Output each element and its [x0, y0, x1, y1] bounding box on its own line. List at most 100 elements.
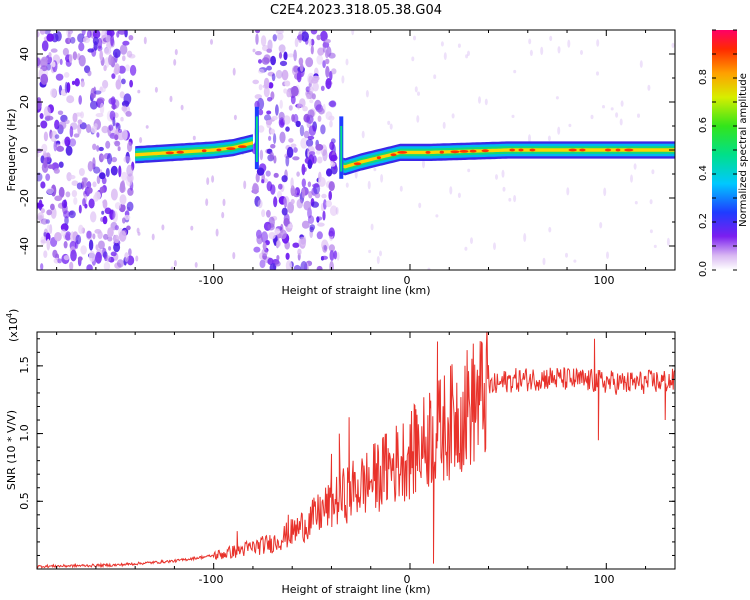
noise-speckle: [273, 133, 277, 145]
noise-speckle: [43, 131, 49, 142]
colorbar-tick-label: 0.4: [698, 165, 709, 181]
noise-speckle: [40, 263, 44, 270]
noise-speckle: [299, 63, 304, 72]
noise-speckle: [125, 64, 130, 72]
noise-speckle: [108, 124, 114, 131]
noise-speckle: [288, 105, 293, 111]
spectrogram-y-tick-label: -20: [18, 189, 31, 207]
noise-speckle: [306, 138, 314, 147]
spectrogram-y-tick-label: 40: [18, 47, 31, 61]
noise-speckle: [308, 191, 313, 199]
noise-speckle: [302, 106, 308, 112]
noise-speckle: [60, 229, 67, 237]
spectrogram-y-tick-label: 20: [18, 95, 31, 109]
signal-peak: [529, 148, 536, 152]
noise-speckle: [286, 146, 294, 158]
noise-speckle: [74, 78, 80, 87]
signal-peak: [353, 162, 362, 166]
noise-speckle: [266, 110, 272, 115]
noise-speckle: [40, 239, 48, 244]
noise-speckle: [275, 69, 283, 79]
noise-speckle: [276, 240, 281, 248]
noise-speckle: [435, 214, 439, 218]
noise-speckle: [87, 48, 95, 53]
spectrogram-x-tick-label: -100: [199, 274, 224, 287]
noise-speckle: [118, 128, 122, 133]
noise-speckle: [67, 31, 71, 43]
signal-peak: [615, 148, 621, 152]
noise-speckle: [322, 149, 328, 162]
noise-speckle: [98, 146, 104, 152]
noise-speckle: [53, 140, 58, 152]
noise-speckle: [287, 53, 295, 58]
noise-speckle: [467, 50, 470, 56]
noise-speckle: [281, 69, 289, 81]
noise-speckle: [310, 30, 318, 35]
noise-speckle: [333, 250, 338, 260]
noise-speckle: [78, 55, 86, 67]
noise-speckle: [206, 177, 210, 186]
noise-speckle: [119, 230, 127, 242]
noise-speckle: [274, 228, 281, 235]
noise-speckle: [39, 30, 46, 35]
noise-speckle: [283, 51, 288, 61]
noise-speckle: [108, 209, 116, 220]
noise-speckle: [329, 250, 335, 261]
noise-speckle: [261, 248, 268, 257]
noise-speckle: [135, 255, 139, 262]
noise-speckle: [273, 155, 277, 164]
signal-peak: [579, 148, 586, 152]
noise-speckle: [297, 31, 303, 43]
noise-speckle: [78, 168, 85, 176]
noise-speckle: [255, 30, 261, 34]
noise-speckle: [326, 168, 333, 177]
noise-speckle: [291, 114, 295, 122]
noise-speckle: [93, 166, 101, 174]
noise-speckle: [300, 261, 308, 270]
noise-speckle: [114, 134, 119, 141]
noise-speckle: [40, 120, 48, 129]
noise-speckle: [121, 171, 128, 181]
noise-speckle: [256, 234, 263, 245]
noise-speckle: [290, 94, 296, 105]
noise-speckle: [92, 36, 99, 46]
noise-speckle: [259, 259, 266, 269]
noise-speckle: [422, 159, 425, 169]
noise-speckle: [293, 264, 302, 270]
signal-peak: [376, 156, 381, 160]
noise-speckle: [54, 134, 60, 140]
noise-speckle: [96, 97, 105, 103]
noise-speckle: [68, 210, 76, 219]
noise-speckle: [105, 140, 111, 149]
signal-peak: [459, 150, 469, 153]
noise-speckle: [513, 69, 517, 74]
noise-speckle: [233, 114, 237, 121]
noise-speckle: [170, 266, 174, 270]
noise-speckle: [119, 184, 126, 193]
spectrogram-ticks: [37, 29, 675, 271]
noise-speckle: [309, 151, 316, 156]
noise-speckle: [568, 123, 572, 128]
noise-speckle: [64, 216, 69, 225]
noise-speckle: [243, 180, 247, 190]
noise-speckle: [312, 183, 320, 188]
noise-speckle: [266, 209, 271, 218]
noise-speckle: [63, 255, 70, 261]
noise-speckle: [264, 114, 271, 121]
noise-speckle: [125, 111, 132, 117]
noise-speckle: [103, 65, 107, 72]
noise-speckle: [37, 202, 41, 209]
noise-speckle: [606, 251, 609, 259]
noise-speckle: [301, 178, 306, 188]
noise-speckle: [451, 113, 455, 119]
noise-speckle: [285, 252, 290, 260]
noise-speckle: [322, 60, 326, 69]
noise-speckle: [328, 190, 333, 201]
noise-speckle: [117, 131, 126, 141]
noise-speckle: [72, 112, 78, 123]
noise-speckle: [119, 44, 128, 55]
noise-speckle: [92, 181, 97, 188]
signal-peak: [481, 149, 489, 153]
noise-speckle: [312, 82, 319, 92]
noise-speckle: [278, 52, 283, 59]
